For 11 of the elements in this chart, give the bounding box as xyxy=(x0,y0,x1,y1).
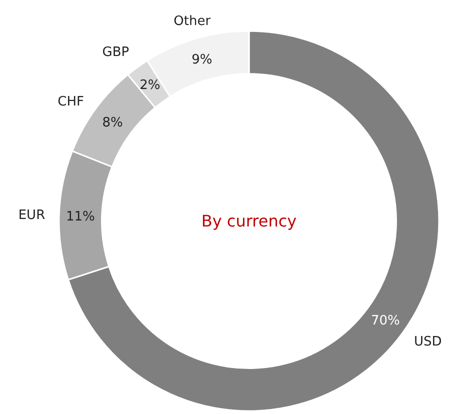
data-label: 70% xyxy=(370,314,400,329)
slice-label: Other xyxy=(174,14,212,30)
slice-label: USD xyxy=(414,334,442,350)
data-label: 9% xyxy=(192,52,212,68)
text: By currency xyxy=(201,212,297,231)
slice-label: EUR xyxy=(18,208,46,224)
data-label: 11% xyxy=(66,209,95,224)
slice-label: GBP xyxy=(102,44,130,60)
data-label: 8% xyxy=(102,115,123,130)
data-label: 2% xyxy=(140,78,160,94)
slice-label: CHF xyxy=(58,94,84,110)
